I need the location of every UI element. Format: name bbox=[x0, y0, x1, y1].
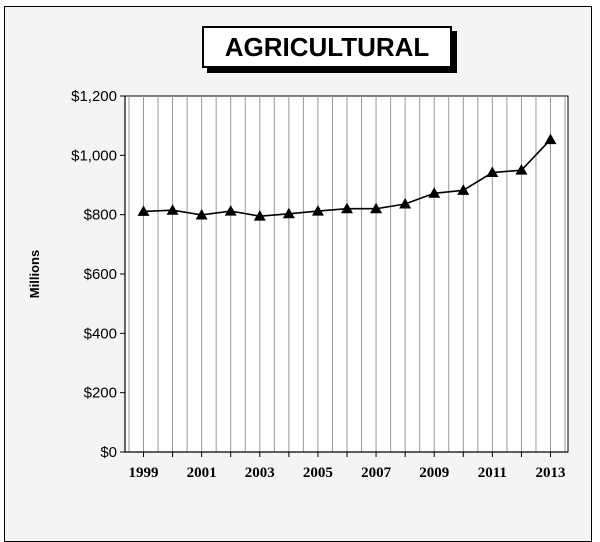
data-point-marker bbox=[311, 205, 324, 216]
y-tick-label: $1,000 bbox=[71, 147, 117, 164]
y-tick-label: $600 bbox=[84, 266, 117, 283]
data-point-marker bbox=[224, 205, 237, 216]
x-tick-label: 1999 bbox=[129, 465, 159, 481]
x-tick-label: 2005 bbox=[303, 465, 333, 481]
data-point-marker bbox=[544, 133, 557, 145]
data-point-marker bbox=[137, 205, 150, 216]
data-point-marker bbox=[341, 202, 353, 214]
x-tick-label: 2013 bbox=[536, 465, 566, 481]
x-tick-label: 2007 bbox=[361, 465, 392, 481]
data-point-marker bbox=[457, 184, 470, 195]
y-tick-label: $200 bbox=[84, 385, 117, 402]
data-point-marker bbox=[515, 164, 528, 175]
x-tick-label: 2009 bbox=[419, 465, 449, 481]
x-tick-label: 2011 bbox=[478, 465, 507, 481]
axes bbox=[120, 95, 568, 457]
x-tick-label: 2003 bbox=[245, 465, 275, 481]
y-axis-label: Millions bbox=[27, 250, 42, 298]
tick-labels: $0 $200 $400 $600 $800 $1,000 $1,200 1999 2001 20… bbox=[71, 88, 565, 481]
series bbox=[137, 133, 557, 221]
data-point-marker bbox=[428, 187, 441, 198]
data-point-marker bbox=[166, 204, 179, 215]
y-tick-label: $800 bbox=[84, 207, 117, 224]
x-tick-label: 2001 bbox=[187, 465, 217, 481]
y-tick-label: $0 bbox=[100, 444, 117, 461]
data-point-marker bbox=[282, 207, 295, 219]
data-point-marker bbox=[486, 166, 499, 178]
chart-title: AGRICULTURAL bbox=[202, 26, 452, 68]
y-tick-label: $1,200 bbox=[71, 88, 117, 105]
data-point-marker bbox=[399, 197, 412, 209]
data-point-marker bbox=[195, 208, 208, 220]
data-point-marker bbox=[253, 210, 266, 221]
y-tick-label: $400 bbox=[84, 325, 117, 342]
grid bbox=[124, 95, 569, 453]
data-point-marker bbox=[370, 202, 383, 214]
